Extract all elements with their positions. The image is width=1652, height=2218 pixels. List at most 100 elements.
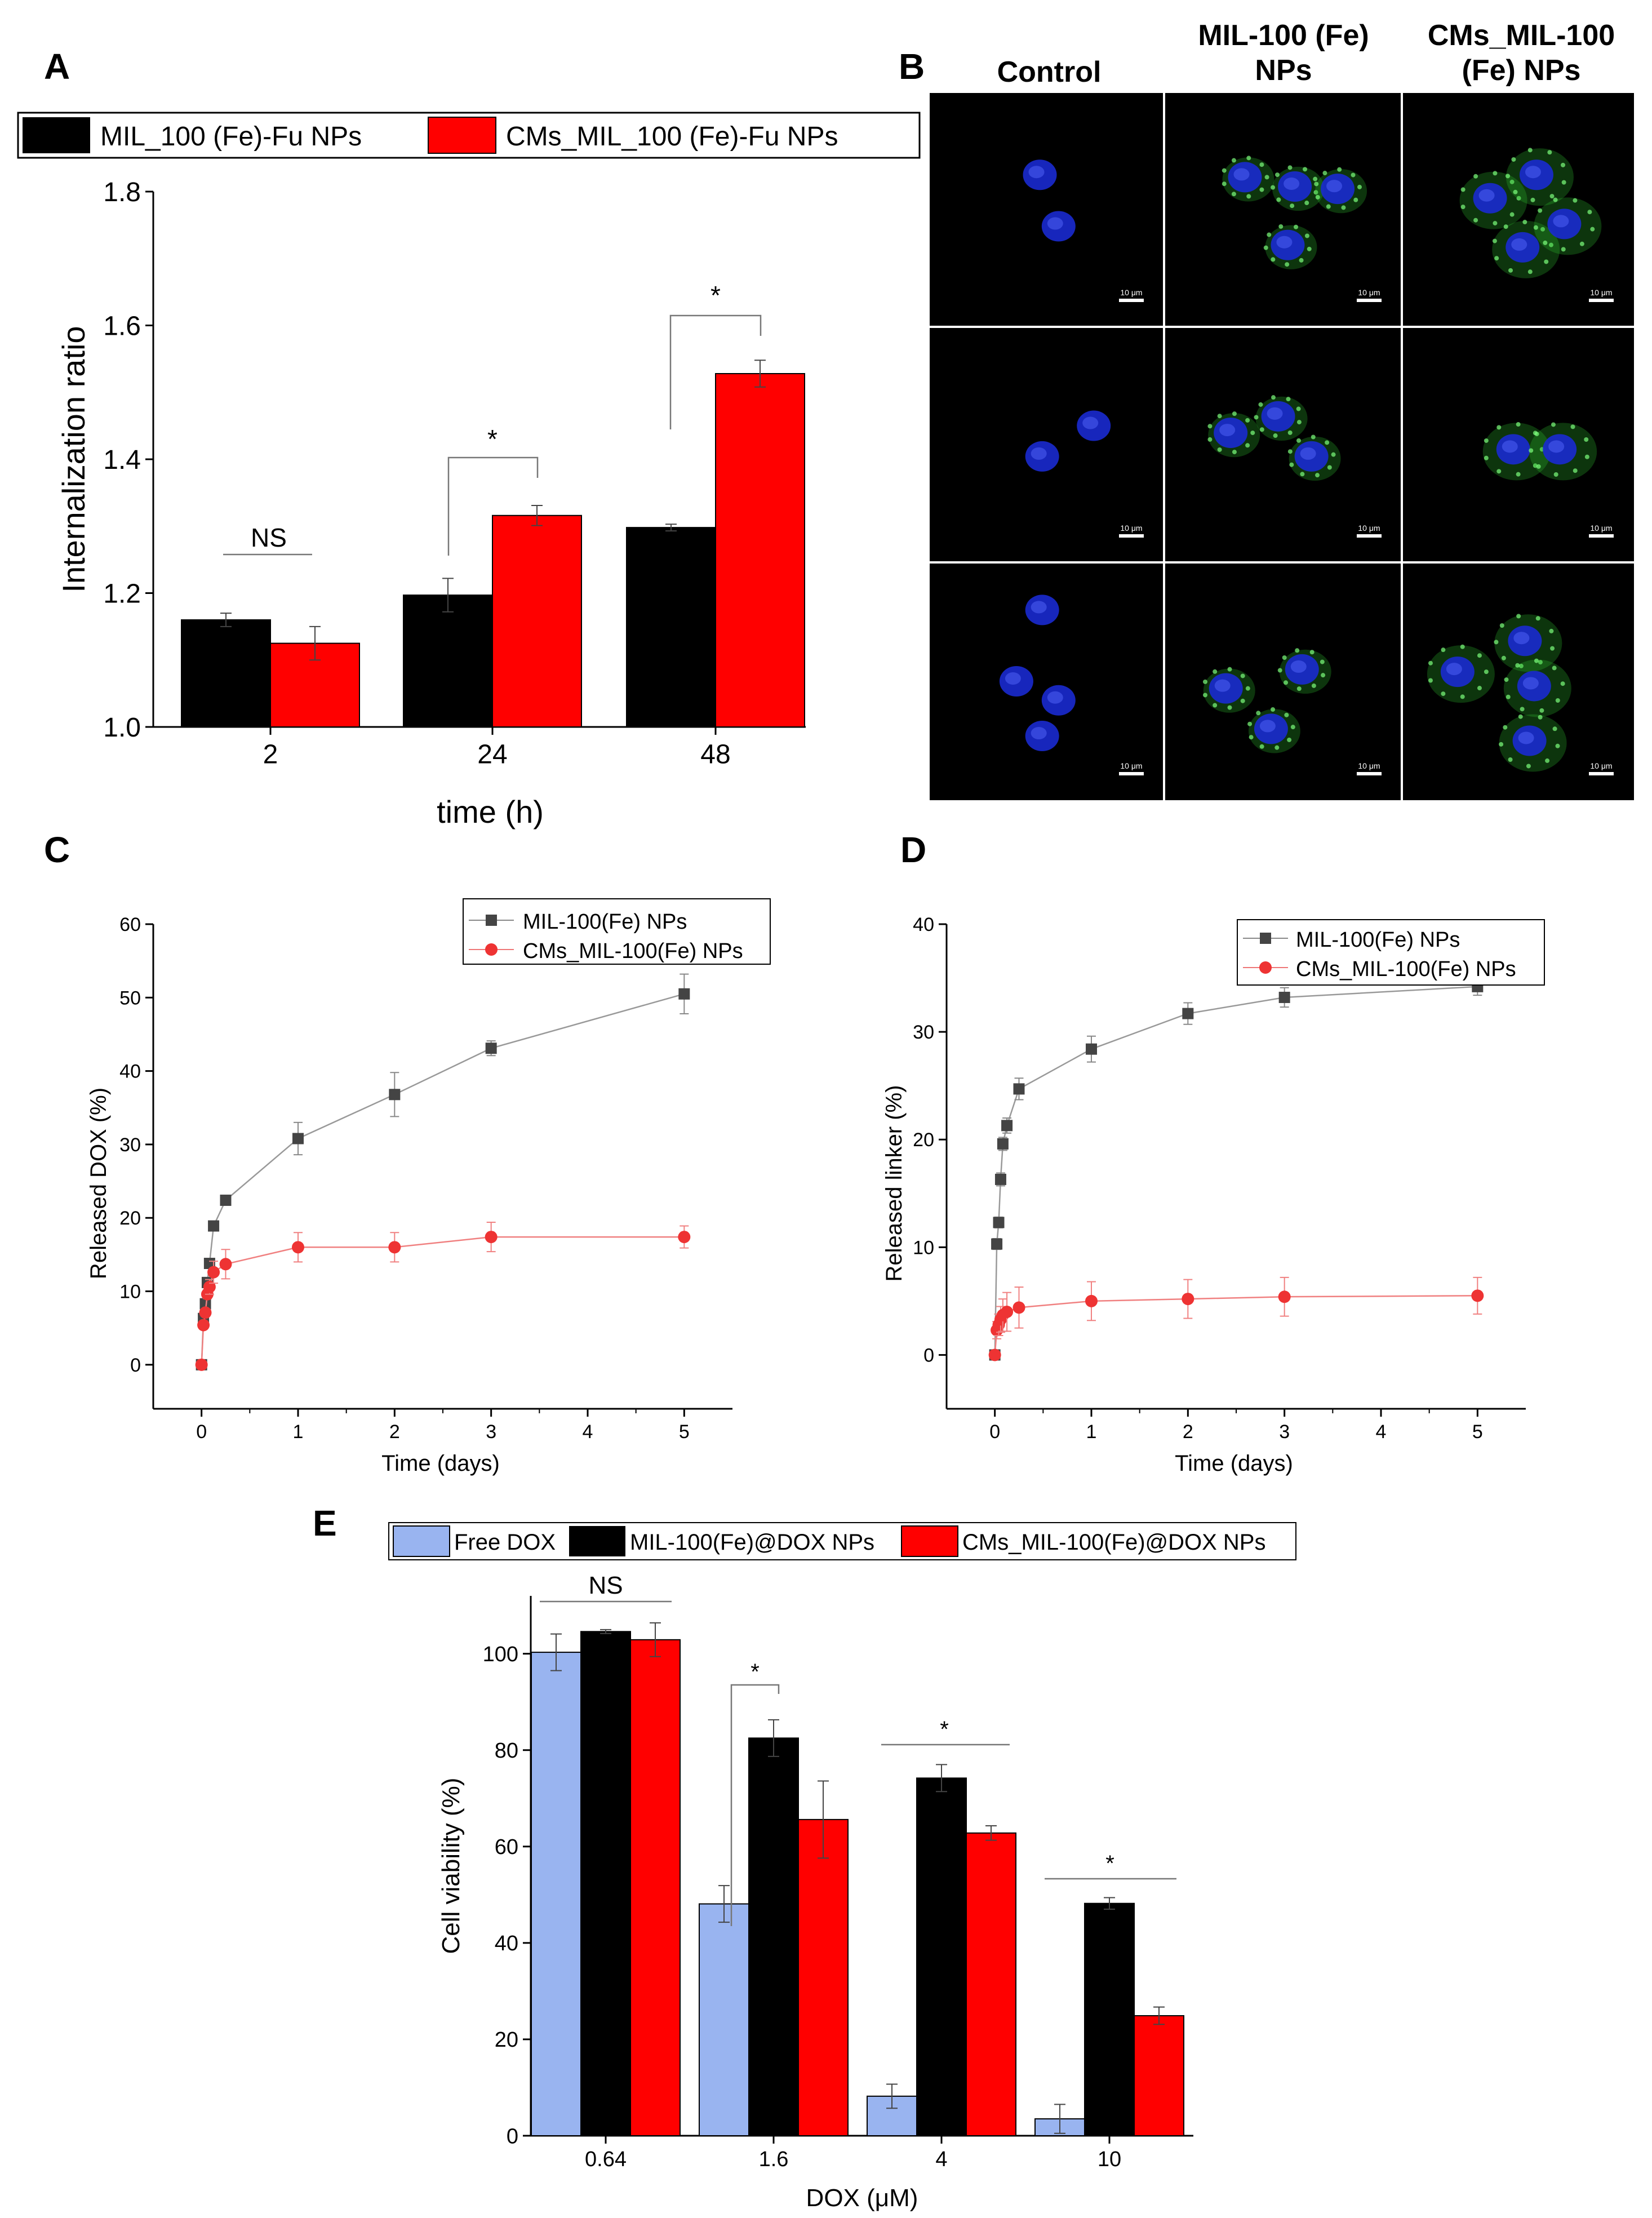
nanoparticle-dot xyxy=(1295,648,1300,653)
nanoparticle-dot xyxy=(1282,655,1287,660)
legend-label-free-dox: Free DOX xyxy=(454,1530,556,1555)
legend-label-cms-mil100-dox: CMs_MIL-100(Fe)@DOX NPs xyxy=(962,1530,1265,1555)
y-tick-label: 0 xyxy=(130,1355,141,1376)
nanoparticle-dot xyxy=(1503,725,1508,730)
nanoparticle-dot xyxy=(1515,663,1520,668)
nanoparticle-dot xyxy=(1353,197,1358,202)
nanoparticle-dot xyxy=(1493,221,1498,226)
x-tick-label: 0.64 xyxy=(585,2148,627,2171)
nanoparticle-dot xyxy=(1484,669,1489,675)
panel-d-letter: D xyxy=(900,829,926,870)
x-tick-label: 0 xyxy=(989,1421,1000,1443)
y-tick-label: 1.8 xyxy=(103,178,141,207)
nanoparticle-dot xyxy=(1553,197,1558,202)
nanoparticle-dot xyxy=(1249,735,1254,740)
nanoparticle-dot xyxy=(1267,232,1272,237)
y-tick-label: 1.0 xyxy=(103,713,141,743)
nanoparticle-dot xyxy=(1247,721,1253,726)
scale-bar xyxy=(1119,772,1144,775)
nanoparticle-dot xyxy=(1535,616,1540,621)
microscopy-tile: 10 μm xyxy=(1222,156,1382,302)
nanoparticle-dot xyxy=(1274,745,1280,750)
nanoparticle-dot xyxy=(1536,464,1541,469)
scale-bar xyxy=(1357,299,1382,302)
nanoparticle-dot xyxy=(1587,210,1592,215)
panel-d-linker-release-chart: D 0 1 2 3 4 5 0 10 20 30 40 MIL-100(Fe) NPs CMs_MI… xyxy=(882,829,1545,1476)
nanoparticle-dot xyxy=(1217,447,1222,452)
nanoparticle-dot xyxy=(1254,415,1259,420)
bar xyxy=(966,1832,1016,2136)
nanoparticle-dot xyxy=(1508,757,1513,762)
x-tick-label: 2 xyxy=(263,739,278,769)
nanoparticle-dot xyxy=(1460,644,1465,649)
data-point xyxy=(678,988,690,1000)
nanoparticle-dot xyxy=(1357,184,1362,189)
nanoparticle-dot xyxy=(1533,225,1538,230)
nucleus-highlight xyxy=(1047,691,1063,704)
nanoparticle-dot xyxy=(1477,653,1482,658)
nanoparticle-dot xyxy=(1441,647,1446,653)
nanoparticle-dot xyxy=(1278,224,1284,229)
nanoparticle-dot xyxy=(1314,181,1319,187)
nanoparticle-dot xyxy=(1499,742,1504,747)
scale-bar xyxy=(1357,772,1382,775)
data-point xyxy=(388,1241,401,1254)
nanoparticle-dot xyxy=(1207,424,1213,429)
scale-bar-label: 10 μm xyxy=(1120,761,1142,770)
nanoparticle-dot xyxy=(1258,402,1263,407)
nanoparticle-dot xyxy=(1287,165,1293,170)
legend-swatch-mil100-fu xyxy=(23,117,90,153)
legend-marker-cms-mil100 xyxy=(1259,961,1272,974)
legend-label-mil100-fu: MIL_100 (Fe)-Fu NPs xyxy=(100,122,362,152)
bar xyxy=(748,1737,799,2136)
nanoparticle-dot xyxy=(1289,462,1294,467)
panel-d-legend-cms-mil100: CMs_MIL-100(Fe) NPs xyxy=(1296,957,1516,981)
x-tick-label: 1.6 xyxy=(759,2148,789,2171)
nanoparticle-dot xyxy=(1259,427,1264,432)
nanoparticle-dot xyxy=(1337,167,1342,172)
nanoparticle-dot xyxy=(1538,715,1543,720)
nanoparticle-dot xyxy=(1539,708,1544,713)
data-point xyxy=(1001,1306,1014,1318)
nanoparticle-dot xyxy=(1259,162,1264,167)
data-point xyxy=(997,1138,1009,1150)
nanoparticle-dot xyxy=(1513,189,1518,194)
nanoparticle-dot xyxy=(1428,660,1433,666)
scale-bar xyxy=(1357,534,1382,538)
nanoparticle-dot xyxy=(1315,473,1320,478)
panel-a-legend: MIL_100 (Fe)-Fu NPs CMs_MIL_100 (Fe)-Fu … xyxy=(17,112,921,159)
legend-marker-mil100 xyxy=(1260,933,1271,944)
panel-c-y-axis-title: Released DOX (%) xyxy=(86,1088,111,1279)
nanoparticle-dot xyxy=(1284,712,1289,717)
nucleus-highlight xyxy=(1219,424,1236,437)
nanoparticle-dot xyxy=(1520,707,1525,712)
nanoparticle-dot xyxy=(1222,181,1227,187)
y-tick-label: 60 xyxy=(119,914,141,935)
nanoparticle-dot xyxy=(1273,433,1278,438)
data-point xyxy=(485,1043,497,1054)
nanoparticle-dot xyxy=(1516,422,1521,427)
nanoparticle-dot xyxy=(1460,694,1465,699)
legend-swatch-mil100-dox xyxy=(569,1526,625,1556)
microscopy-tile: 10 μm xyxy=(1207,395,1382,538)
nanoparticle-dot xyxy=(1320,659,1325,664)
nanoparticle-dot xyxy=(1315,194,1320,199)
nanoparticle-dot xyxy=(1538,208,1543,213)
nanoparticle-dot xyxy=(1538,660,1543,665)
nanoparticle-dot xyxy=(1484,455,1489,460)
data-point xyxy=(292,1133,304,1145)
bar xyxy=(715,373,805,727)
bar xyxy=(580,1631,631,2136)
y-tick-label: 1.2 xyxy=(103,579,141,609)
column-header-control: Control xyxy=(997,56,1102,88)
data-point xyxy=(197,1319,210,1332)
microscopy-tile: 10 μm xyxy=(1427,614,1614,775)
nanoparticle-dot xyxy=(1545,758,1550,763)
nanoparticle-dot xyxy=(1570,424,1575,429)
data-point xyxy=(208,1220,220,1232)
annotation-ns-0.64: NS xyxy=(588,1572,623,1599)
data-point xyxy=(1085,1294,1098,1307)
data-point xyxy=(1182,1293,1194,1306)
nanoparticle-dot xyxy=(1527,269,1533,274)
scale-bar-label: 10 μm xyxy=(1120,288,1142,297)
